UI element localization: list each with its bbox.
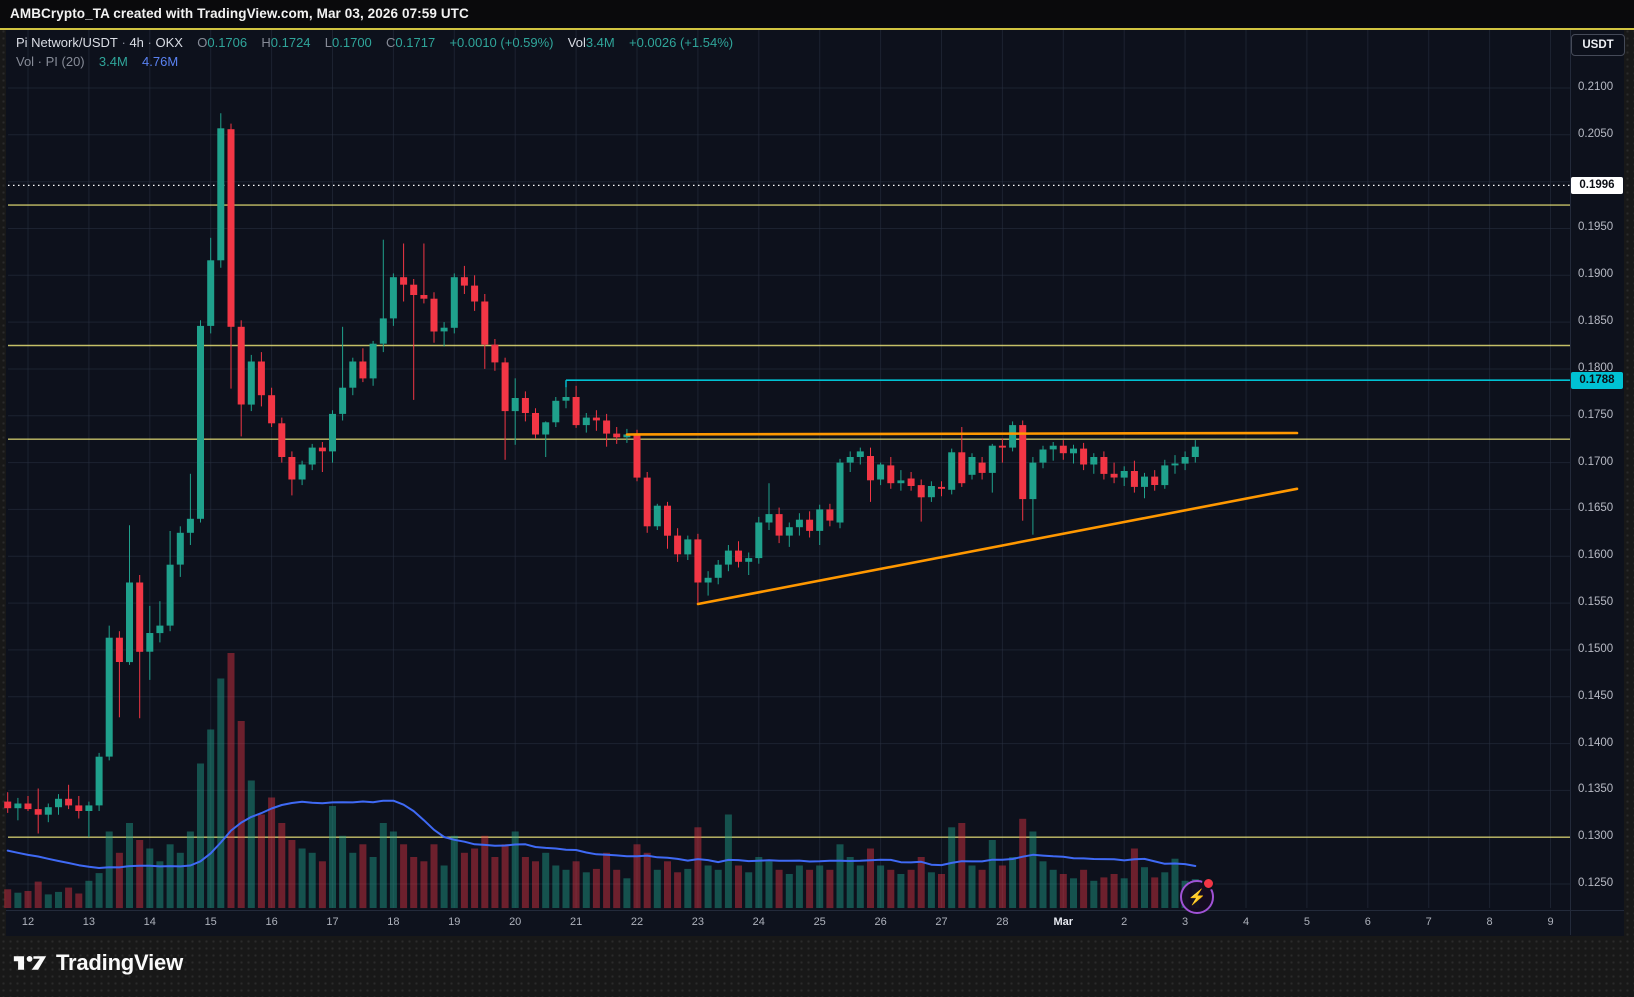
time-axis-label: 7	[1425, 916, 1432, 928]
grid-layer	[8, 30, 1570, 908]
price-axis-label: 0.1300	[1578, 830, 1614, 843]
volume-layer	[4, 653, 1199, 909]
time-axis-label: 20	[509, 916, 522, 928]
price-axis-label: 0.1700	[1578, 455, 1614, 468]
yellow-level-lines[interactable]	[8, 204, 1570, 838]
time-axis-label: 14	[143, 916, 156, 928]
tradingview-logo-text: TradingView	[56, 950, 183, 975]
price-axis-label: 0.1800	[1578, 361, 1614, 374]
time-axis-label: 22	[630, 916, 644, 928]
price-marker-label: 0.1996	[1571, 176, 1623, 194]
time-axis-label: 27	[935, 916, 948, 928]
price-axis-label: 0.2050	[1578, 127, 1614, 140]
price-marker-label: 0.1788	[1571, 371, 1623, 389]
exchange-label: OKX	[155, 35, 183, 50]
time-axis-label: 21	[569, 916, 583, 928]
vol-indicator-value: 3.4M	[98, 54, 128, 69]
ohlc-open-value: 0.1706	[207, 35, 248, 50]
tradingview-logo[interactable]: TradingView	[13, 950, 183, 976]
chart-legend: Pi Network/USDT · 4h · OKX O0.1706 H0.17…	[16, 34, 733, 72]
vol-key: Vol	[567, 35, 586, 50]
vol-value: 3.4M	[585, 35, 615, 50]
interval-label[interactable]: 4h	[129, 35, 144, 50]
tradingview-logo-icon	[13, 956, 47, 970]
cyan-ray[interactable]	[565, 379, 1570, 388]
time-axis-label: 16	[265, 916, 278, 928]
price-axis-label: 0.1500	[1578, 642, 1614, 655]
time-axis-label: 17	[326, 916, 339, 928]
time-axis-label: 2	[1121, 916, 1128, 928]
currency-toggle-button[interactable]: USDT	[1571, 34, 1625, 56]
time-axis-label: 26	[874, 916, 887, 928]
ohlc-high-key: H	[261, 35, 271, 50]
price-axis-label: 0.2100	[1578, 81, 1614, 93]
time-axis-label: 5	[1303, 916, 1310, 928]
price-axis-label: 0.1750	[1578, 408, 1614, 421]
orange-resistance-line[interactable]	[625, 431, 1299, 436]
price-axis-label: 0.1250	[1578, 877, 1614, 890]
ohlc-open-key: O	[197, 35, 208, 50]
time-axis-label: 4	[1242, 916, 1250, 928]
legend-row-main: Pi Network/USDT · 4h · OKX O0.1706 H0.17…	[16, 34, 733, 51]
price-axis-label: 0.1450	[1578, 689, 1614, 702]
legend-row-volume-indicator: Vol · PI (20) 3.4M 4.76M	[16, 53, 733, 70]
time-axis-label: 15	[204, 916, 217, 928]
notification-dot	[1202, 877, 1215, 890]
price-axis-label: 0.1600	[1578, 549, 1614, 562]
ohlc-low-key: L	[324, 35, 333, 50]
time-axis-label: 25	[813, 916, 826, 928]
vol-indicator-label[interactable]: Vol · PI (20)	[16, 54, 85, 69]
ohlc-low-value: 0.1700	[332, 35, 372, 50]
price-axis-label: 0.1950	[1578, 221, 1614, 234]
chart-panel[interactable]	[6, 30, 1624, 935]
time-axis-label: 3	[1182, 916, 1189, 928]
volume-ma-line[interactable]	[6, 799, 1197, 869]
price-axis-separator	[1570, 30, 1571, 935]
time-axis-label: 19	[448, 916, 461, 928]
time-axis-label: 8	[1486, 916, 1493, 928]
time-axis-label: 28	[996, 916, 1009, 928]
symbol-name[interactable]: Pi Network/USDT	[16, 35, 118, 50]
vol-change: +0.0026 (+1.54%)	[629, 35, 734, 50]
lightning-icon: ⚡	[1180, 880, 1214, 914]
price-axis-label: 0.1850	[1578, 315, 1614, 328]
time-axis[interactable]: 12 13 14 15 16 17 18 19 20 21 22 23 24 25 26 27 28 Mar 2 3 4…	[6, 910, 1624, 936]
price-change: +0.0010 (+0.59%)	[449, 35, 554, 50]
legend-separator: ·	[121, 35, 126, 50]
price-axis-label: 0.1550	[1578, 596, 1614, 609]
time-axis-label: 24	[752, 916, 765, 928]
legend-separator: ·	[147, 35, 152, 50]
ohlc-high-value: 0.1724	[270, 35, 311, 50]
time-axis-label: Mar	[1053, 916, 1074, 928]
time-axis-label: 13	[82, 916, 96, 928]
time-axis-label: 6	[1364, 916, 1371, 928]
vol-ma-value: 4.76M	[142, 54, 179, 69]
price-axis-label: 0.1350	[1578, 783, 1614, 796]
time-axis-label: 18	[387, 916, 400, 928]
reaction-button[interactable]: ⚡	[1180, 877, 1215, 914]
yellow-divider-line	[0, 28, 1634, 30]
orange-trendline[interactable]	[696, 487, 1299, 606]
price-axis-label: 0.1650	[1578, 502, 1614, 515]
time-axis-label: 9	[1547, 916, 1554, 928]
ohlc-close-key: C	[386, 35, 396, 50]
attribution-text: AMBCrypto_TA created with TradingView.co…	[10, 6, 469, 21]
attribution-bar: AMBCrypto_TA created with TradingView.co…	[0, 0, 1634, 28]
time-axis-label: 12	[21, 916, 35, 928]
price-axis-label: 0.1900	[1578, 268, 1614, 281]
price-axis-label: 0.1400	[1578, 736, 1614, 749]
candles-layer	[4, 113, 1199, 838]
ohlc-close-value: 0.1717	[395, 35, 436, 50]
time-axis-label: 23	[691, 916, 705, 928]
